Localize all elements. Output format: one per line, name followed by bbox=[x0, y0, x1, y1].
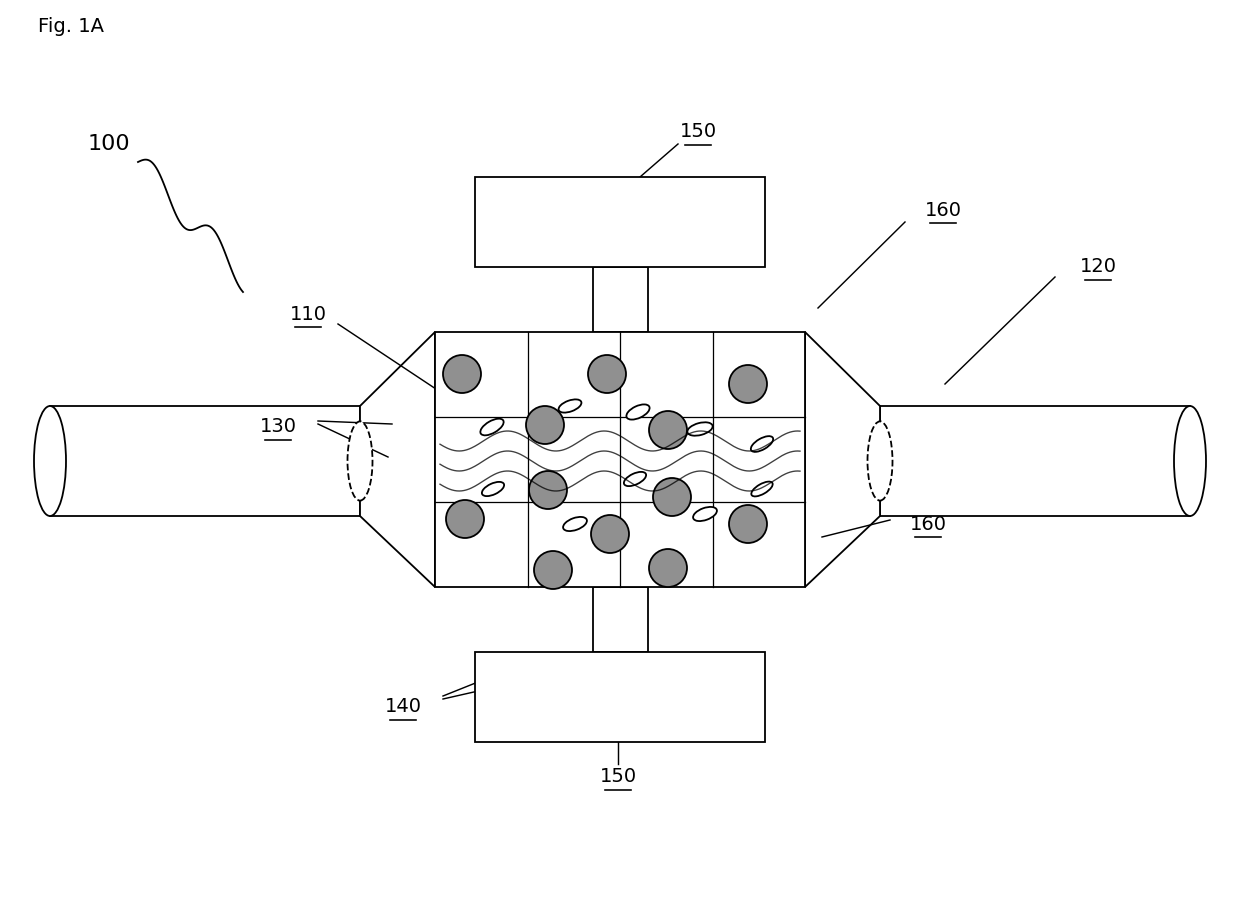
Bar bbox=[475, 177, 765, 267]
Ellipse shape bbox=[626, 405, 650, 420]
Circle shape bbox=[653, 478, 691, 516]
Text: 160: 160 bbox=[909, 514, 946, 534]
Text: 100: 100 bbox=[88, 134, 130, 154]
Ellipse shape bbox=[751, 481, 773, 496]
Circle shape bbox=[529, 471, 567, 509]
Text: 130: 130 bbox=[259, 418, 296, 436]
Ellipse shape bbox=[558, 399, 582, 413]
Ellipse shape bbox=[624, 472, 646, 486]
Ellipse shape bbox=[347, 421, 372, 501]
Bar bbox=[593, 267, 647, 332]
Circle shape bbox=[446, 500, 484, 538]
Bar bbox=[435, 332, 805, 587]
Circle shape bbox=[588, 355, 626, 393]
Circle shape bbox=[729, 505, 768, 543]
Ellipse shape bbox=[482, 482, 505, 496]
Polygon shape bbox=[360, 332, 435, 587]
Bar bbox=[593, 587, 647, 652]
Circle shape bbox=[729, 365, 768, 403]
Circle shape bbox=[591, 515, 629, 553]
Text: 110: 110 bbox=[289, 304, 326, 324]
Circle shape bbox=[534, 551, 572, 589]
Text: 150: 150 bbox=[599, 767, 636, 786]
Ellipse shape bbox=[693, 507, 717, 521]
Text: 150: 150 bbox=[680, 123, 717, 141]
Bar bbox=[50, 406, 360, 516]
Ellipse shape bbox=[751, 436, 774, 452]
Text: Fig. 1A: Fig. 1A bbox=[38, 17, 104, 36]
Ellipse shape bbox=[33, 406, 66, 516]
Text: 160: 160 bbox=[925, 200, 961, 219]
Ellipse shape bbox=[563, 517, 587, 531]
Circle shape bbox=[526, 406, 564, 444]
Text: 120: 120 bbox=[1080, 257, 1116, 277]
Bar bbox=[475, 652, 765, 742]
Circle shape bbox=[443, 355, 481, 393]
Ellipse shape bbox=[687, 422, 713, 436]
Bar bbox=[880, 406, 1190, 516]
Circle shape bbox=[649, 411, 687, 449]
Text: 140: 140 bbox=[384, 698, 422, 716]
Ellipse shape bbox=[868, 421, 893, 501]
Ellipse shape bbox=[480, 419, 503, 435]
Ellipse shape bbox=[1174, 406, 1207, 516]
Polygon shape bbox=[805, 332, 880, 587]
Circle shape bbox=[649, 549, 687, 587]
